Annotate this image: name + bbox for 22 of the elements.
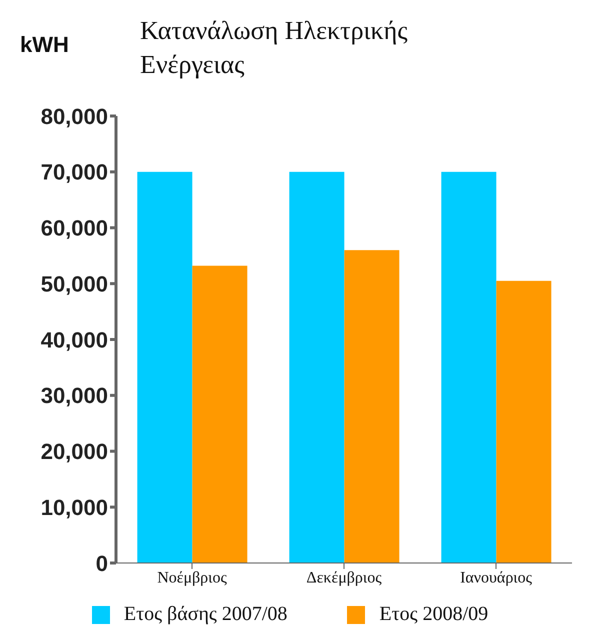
bar [192,266,248,563]
y-tick-label: 80,000 [40,104,108,129]
x-tick-label: Νοέμβριος [157,569,228,586]
bar [137,172,192,563]
y-tick-label: 30,000 [40,383,108,408]
y-tick-label: 10,000 [40,494,108,520]
y-tick-label: 60,000 [40,216,108,241]
bar [344,250,400,563]
y-tick-label: 50,000 [40,271,108,296]
legend-label: Ετος 2008/09 [378,603,488,626]
y-tick-label: 20,000 [40,439,108,464]
x-tick-label: Ιανουάριος [460,569,533,586]
bar [441,172,496,563]
y-tick-label: 70,000 [40,160,108,185]
legend-label: Ετος βάσης 2007/08 [122,603,288,626]
bar [496,280,552,563]
x-tick-label: Δεκέμβριος [306,569,382,586]
y-axis-title: kWH [20,32,69,58]
bar [289,172,344,563]
y-tick-label: 40,000 [40,327,108,352]
chart-title: Κατανάλωση Ηλεκτρικής Ενέργειας [140,15,409,81]
y-tick-label: 0 [96,550,108,576]
